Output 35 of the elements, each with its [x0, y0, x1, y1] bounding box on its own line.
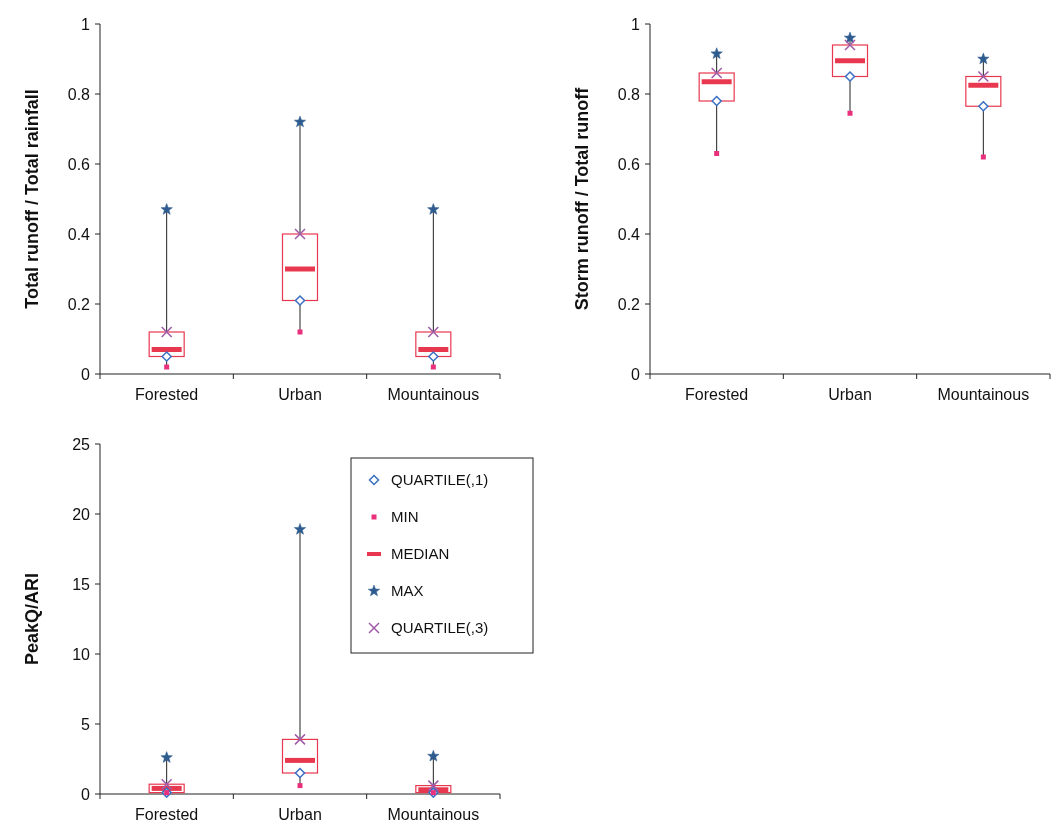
y-tick-label: 1	[81, 15, 91, 33]
y-tick-label: 0.8	[67, 85, 91, 103]
x-tick-label: Mountainous	[387, 806, 480, 823]
legend-label: MAX	[391, 582, 424, 600]
y-tick-label: 0	[81, 785, 91, 803]
y-tick-label: 0.2	[617, 295, 641, 313]
y-tick-label: 15	[72, 575, 91, 593]
legend-label: MEDIAN	[391, 545, 450, 563]
x-tick-label: Mountainous	[937, 386, 1030, 403]
y-axis-title: Storm runoff / Total runoff	[572, 86, 592, 311]
legend-label: QUARTILE(,1)	[391, 471, 489, 489]
y-tick-label: 0.6	[67, 155, 91, 173]
x-tick-label: Urban	[828, 386, 872, 403]
y-tick-label: 0	[81, 365, 91, 383]
x-tick-label: Forested	[135, 806, 199, 823]
y-tick-label: 0.2	[67, 295, 91, 313]
legend-label: QUARTILE(,3)	[391, 619, 489, 637]
y-tick-label: 0.4	[617, 225, 641, 243]
x-tick-label: Forested	[685, 386, 749, 403]
y-axis-title: PeakQ/ARI	[22, 572, 42, 666]
y-tick-label: 25	[72, 435, 91, 453]
y-tick-label: 1	[631, 15, 641, 33]
y-axis-title: Total runoff / Total rainfall	[22, 89, 42, 309]
y-tick-label: 0	[631, 365, 641, 383]
legend-label: MIN	[391, 508, 419, 526]
x-tick-label: Urban	[278, 386, 322, 403]
x-tick-label: Urban	[278, 806, 322, 823]
y-tick-label: 5	[81, 715, 91, 733]
y-tick-label: 10	[72, 645, 91, 663]
x-tick-label: Mountainous	[387, 386, 480, 403]
y-tick-label: 0.8	[617, 85, 641, 103]
y-tick-label: 0.6	[617, 155, 641, 173]
y-tick-label: 0.4	[67, 225, 91, 243]
x-tick-label: Forested	[135, 386, 199, 403]
y-tick-label: 20	[72, 505, 91, 523]
